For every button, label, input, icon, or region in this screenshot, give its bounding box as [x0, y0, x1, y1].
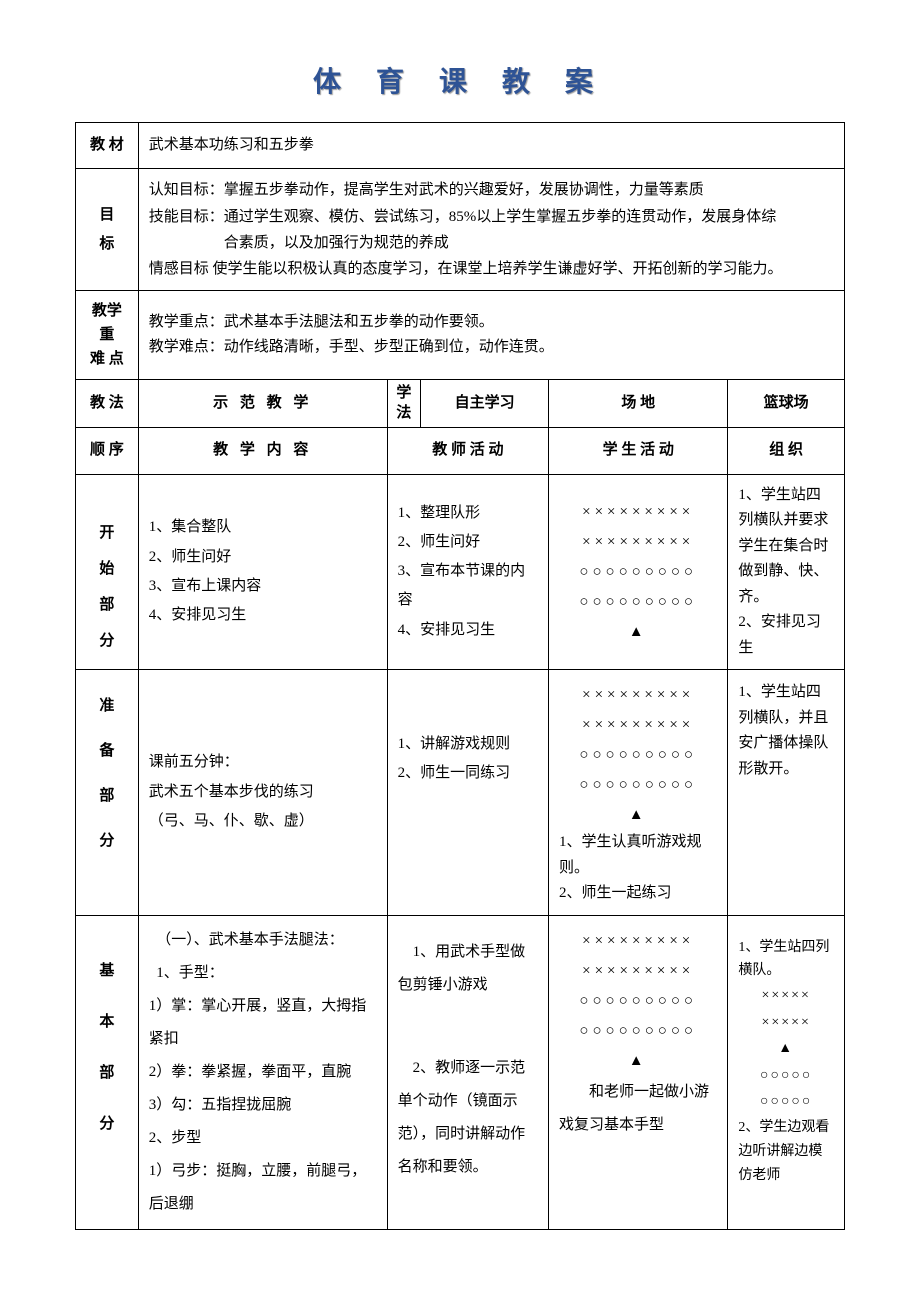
hdr-content: 教 学 内 容	[138, 428, 387, 474]
content-material: 武术基本功练习和五步拳	[138, 123, 844, 169]
student-section-start: ××××××××× ××××××××× ○○○○○○○○○ ○○○○○○○○○ …	[549, 474, 728, 670]
row-material: 教 材 武术基本功练习和五步拳	[76, 123, 845, 169]
section-prep: 准 备 部 分 课前五分钟： 武术五个基本步伐的练习 （弓、马、仆、歇、虚） 1…	[76, 670, 845, 916]
student-section-basic: ××××××××× ××××××××× ○○○○○○○○○ ○○○○○○○○○ …	[549, 915, 728, 1229]
label-keypoints: 教学重 难 点	[76, 291, 139, 380]
content-goals: 认知目标：掌握五步拳动作，提高学生对武术的兴趣爱好，发展协调性，力量等素质 技能…	[138, 169, 844, 291]
label-teach-method: 教 法	[76, 380, 139, 428]
hdr-org: 组 织	[728, 428, 845, 474]
row-columns-header: 顺 序 教 学 内 容 教 师 活 动 学 生 活 动 组 织	[76, 428, 845, 474]
org-section-prep: 1、学生站四列横队，并且安广播体操队形散开。	[728, 670, 845, 916]
section-basic: 基 本 部 分 （一）、武术基本手法腿法： 1、手型： 1）掌：掌心开展，竖直，…	[76, 915, 845, 1229]
content-section-prep: 课前五分钟： 武术五个基本步伐的练习 （弓、马、仆、歇、虚）	[138, 670, 387, 916]
row-keypoints: 教学重 难 点 教学重点：武术基本手法腿法和五步拳的动作要领。 教学难点：动作线…	[76, 291, 845, 380]
teacher-section-prep: 1、讲解游戏规则 2、师生一同练习	[387, 670, 548, 916]
content-section-basic: （一）、武术基本手法腿法： 1、手型： 1）掌：掌心开展，竖直，大拇指紧扣 2）…	[138, 915, 387, 1229]
label-goals: 目 标	[76, 169, 139, 291]
page-title: 体 育 课 教 案	[75, 60, 845, 100]
label-learn-method: 学 法	[387, 380, 421, 428]
label-section-start: 开 始 部 分	[76, 474, 139, 670]
student-section-prep: ××××××××× ××××××××× ○○○○○○○○○ ○○○○○○○○○ …	[549, 670, 728, 916]
teacher-section-start: 1、整理队形 2、师生问好 3、宣布本节课的内 容 4、安排见习生	[387, 474, 548, 670]
content-learn-method: 自主学习	[421, 380, 549, 428]
label-section-basic: 基 本 部 分	[76, 915, 139, 1229]
hdr-student: 学 生 活 动	[549, 428, 728, 474]
row-methods: 教 法 示 范 教 学 学 法 自主学习 场 地 篮球场	[76, 380, 845, 428]
label-venue: 场 地	[549, 380, 728, 428]
content-keypoints: 教学重点：武术基本手法腿法和五步拳的动作要领。 教学难点：动作线路清晰，手型、步…	[138, 291, 844, 380]
label-section-prep: 准 备 部 分	[76, 670, 139, 916]
row-goals: 目 标 认知目标：掌握五步拳动作，提高学生对武术的兴趣爱好，发展协调性，力量等素…	[76, 169, 845, 291]
content-teach-method: 示 范 教 学	[138, 380, 387, 428]
label-material: 教 材	[76, 123, 139, 169]
content-venue: 篮球场	[728, 380, 845, 428]
teacher-section-basic: 1、用武术手型做包剪锤小游戏 2、教师逐一示范单个动作（镜面示范），同时讲解动作…	[387, 915, 548, 1229]
org-section-basic: 1、学生站四列横队。 ××××× ××××× ▲ ○○○○○ ○○○○○ 2、学…	[728, 915, 845, 1229]
lesson-plan-table: 教 材 武术基本功练习和五步拳 目 标 认知目标：掌握五步拳动作，提高学生对武术…	[75, 122, 845, 1230]
content-section-start: 1、集合整队 2、师生问好 3、宣布上课内容 4、安排见习生	[138, 474, 387, 670]
hdr-teacher: 教 师 活 动	[387, 428, 548, 474]
hdr-sequence: 顺 序	[76, 428, 139, 474]
org-section-start: 1、学生站四列横队并要求学生在集合时做到静、快、齐。 2、安排见习生	[728, 474, 845, 670]
section-start: 开 始 部 分 1、集合整队 2、师生问好 3、宣布上课内容 4、安排见习生 1…	[76, 474, 845, 670]
